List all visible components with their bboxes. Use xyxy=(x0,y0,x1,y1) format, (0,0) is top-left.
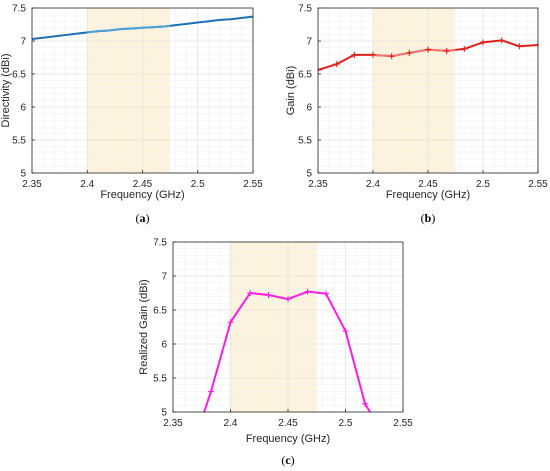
x-axis-label: Frequency (GHz) xyxy=(386,189,470,201)
x-tick-label: 2.55 xyxy=(393,418,413,429)
data-point-marker xyxy=(351,51,358,58)
series-line-band-segment xyxy=(87,24,171,34)
data-point-marker xyxy=(371,416,377,422)
y-tick-label: 6 xyxy=(306,103,312,114)
data-point-marker xyxy=(285,296,291,303)
x-tick-label: 2.35 xyxy=(308,179,328,190)
data-point-marker xyxy=(480,39,486,46)
grid xyxy=(317,7,539,174)
caption-close-paren: ) xyxy=(431,211,435,225)
data-point-marker xyxy=(199,416,205,422)
data-point-marker xyxy=(425,46,431,53)
y-axis-label: Realized Gain (dBi) xyxy=(138,279,150,374)
y-tick-label: 7.5 xyxy=(12,4,26,15)
data-point-marker xyxy=(318,67,321,74)
data-point-marker xyxy=(322,290,329,297)
y-tick-label: 7 xyxy=(161,272,167,283)
x-tick-label: 2.55 xyxy=(528,179,548,190)
caption-open-paren: ( xyxy=(421,211,425,225)
highlight-band xyxy=(87,8,171,173)
x-tick-label: 2.35 xyxy=(22,179,42,190)
x-tick-label: 2.45 xyxy=(418,179,438,190)
x-tick-label: 2.4 xyxy=(224,418,238,429)
caption-letter: a xyxy=(140,211,146,225)
caption-close-paren: ) xyxy=(291,453,295,467)
series-b xyxy=(318,37,538,74)
data-point-marker xyxy=(516,43,523,50)
data-point-marker xyxy=(443,47,450,54)
data-point-marker xyxy=(362,400,369,407)
x-tick-label: 2.35 xyxy=(163,418,183,429)
x-tick-label: 2.55 xyxy=(243,179,263,190)
x-tick-label: 2.4 xyxy=(80,179,94,190)
caption-open-paren: ( xyxy=(281,453,285,467)
x-tick-label: 2.5 xyxy=(339,418,353,429)
grid xyxy=(31,7,254,174)
data-point-marker xyxy=(265,292,272,299)
caption-letter: b xyxy=(425,211,432,225)
data-point-marker xyxy=(333,61,340,68)
y-tick-label: 5 xyxy=(161,408,167,419)
y-tick-label: 5.5 xyxy=(153,374,167,385)
series-a xyxy=(32,15,253,41)
y-tick-label: 7 xyxy=(20,37,26,48)
y-tick-label: 7 xyxy=(306,37,312,48)
panel-caption: (c) xyxy=(281,453,294,467)
y-axis-label: Gain (dBi) xyxy=(285,66,297,116)
y-tick-label: 5 xyxy=(20,169,26,180)
series-c xyxy=(199,288,377,422)
chart-panel-b: 2.35 2.4 2.45 2.5 2.55 5 5.5 6 6.5 7 7.5 Frequency … xyxy=(285,4,548,226)
data-point-marker xyxy=(207,388,214,395)
panel-caption: (b) xyxy=(421,211,436,225)
x-axis-label: Frequency (GHz) xyxy=(246,433,330,445)
x-tick-label: 2.45 xyxy=(133,179,153,190)
y-tick-label: 5 xyxy=(306,169,312,180)
x-axis-label: Frequency (GHz) xyxy=(100,189,184,201)
data-point-marker xyxy=(227,319,234,326)
highlight-band xyxy=(230,242,317,412)
x-tick-label: 2.4 xyxy=(366,179,380,190)
data-point-marker xyxy=(342,328,349,335)
data-point-marker xyxy=(406,49,413,56)
chart-panel-c: 2.35 2.4 2.45 2.5 2.55 5 5.5 6 6.5 7 7.5 Frequency … xyxy=(138,238,413,468)
caption-letter: c xyxy=(285,453,291,467)
chart-panel-a: 2.35 2.4 2.45 2.5 2.55 5 5.5 6 6.5 7 7.5 Frequency … xyxy=(0,4,263,226)
data-point-marker xyxy=(461,45,468,52)
data-point-marker xyxy=(498,37,505,44)
data-point-marker xyxy=(535,41,538,48)
y-tick-label: 5.5 xyxy=(12,136,26,147)
y-tick-label: 6.5 xyxy=(298,70,312,81)
x-tick-label: 2.5 xyxy=(191,179,205,190)
data-point-marker xyxy=(247,290,254,296)
data-point-marker xyxy=(304,288,311,295)
data-point-marker xyxy=(370,51,376,58)
y-tick-label: 6.5 xyxy=(153,306,167,317)
panel-caption: (a) xyxy=(136,211,150,225)
data-point-marker xyxy=(388,53,395,60)
y-tick-label: 5.5 xyxy=(298,136,312,147)
y-tick-label: 6 xyxy=(20,103,26,114)
y-axis-label: Directivity (dBi) xyxy=(0,54,12,128)
grid xyxy=(172,241,404,413)
x-tick-label: 2.5 xyxy=(476,179,490,190)
caption-open-paren: ( xyxy=(136,211,140,225)
highlight-band xyxy=(373,8,456,173)
y-tick-label: 7.5 xyxy=(153,238,167,249)
y-tick-label: 6 xyxy=(161,340,167,351)
y-tick-label: 6.5 xyxy=(12,70,26,81)
caption-close-paren: ) xyxy=(146,211,150,225)
x-tick-label: 2.45 xyxy=(278,418,298,429)
y-tick-label: 7.5 xyxy=(298,4,312,15)
